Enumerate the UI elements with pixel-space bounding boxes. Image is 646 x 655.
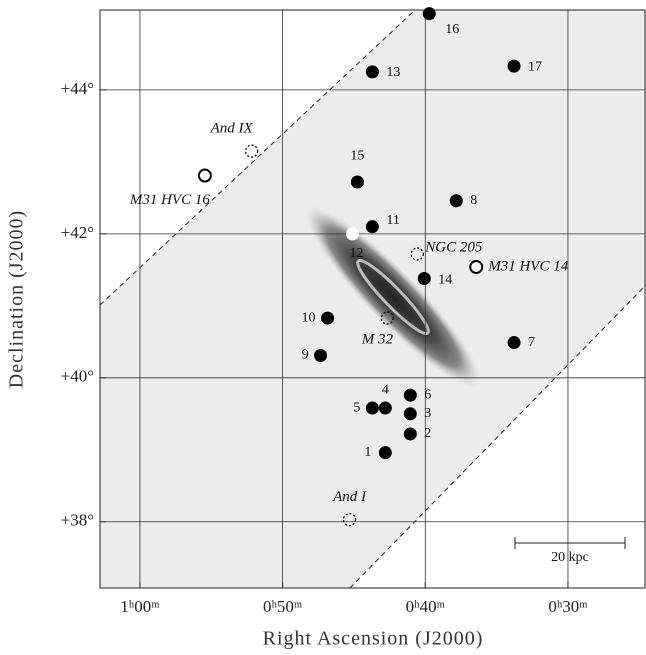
- point-label: 8: [470, 193, 477, 208]
- point: [366, 221, 378, 233]
- x-axis-title: Right Ascension (J2000): [263, 628, 484, 650]
- point-label: And I: [332, 489, 367, 505]
- y-tick-label: +40°: [61, 367, 94, 386]
- point: [199, 170, 211, 182]
- point: [404, 428, 416, 440]
- point: [246, 145, 258, 157]
- point: [470, 261, 482, 273]
- point-label: And IX: [210, 121, 254, 137]
- point-label: 4: [382, 382, 389, 397]
- y-tick-label: +42°: [61, 223, 94, 242]
- point-label: 3: [424, 406, 431, 421]
- point-label: M31 HVC 16: [129, 192, 210, 208]
- point-label: 12: [350, 246, 364, 261]
- chart: 20 kpc Right Ascension (J2000) Declinati…: [0, 0, 646, 655]
- point: [379, 402, 391, 414]
- x-tick-label: 0ʰ30ᵐ: [548, 597, 587, 616]
- x-tick-label: 0ʰ50ᵐ: [263, 597, 302, 616]
- point: [366, 66, 378, 78]
- point: [347, 228, 359, 240]
- point: [404, 389, 416, 401]
- point-label: 5: [353, 400, 360, 415]
- point: [450, 195, 462, 207]
- point-label: 11: [386, 213, 399, 228]
- point-label: M 32: [361, 332, 394, 348]
- point: [315, 350, 327, 362]
- point-label: 17: [528, 59, 542, 74]
- y-axis-title: Declination (J2000): [6, 210, 28, 388]
- point-label: 16: [445, 22, 459, 37]
- point-label: 14: [438, 273, 452, 288]
- point: [379, 447, 391, 459]
- point-label: 1: [364, 445, 371, 460]
- y-tick-label: +38°: [61, 511, 94, 530]
- point-label: 6: [424, 387, 431, 402]
- point: [508, 337, 520, 349]
- point: [423, 8, 435, 20]
- point: [366, 402, 378, 414]
- point-label: 13: [386, 65, 400, 80]
- point-label: 7: [528, 335, 535, 350]
- point: [508, 60, 520, 72]
- scale-bar-label: 20 kpc: [551, 550, 589, 565]
- point: [322, 312, 334, 324]
- point: [418, 272, 430, 284]
- point: [404, 408, 416, 420]
- y-tick-label: +44°: [61, 79, 94, 98]
- point-label: NGC 205: [424, 239, 483, 255]
- point-label: 9: [302, 348, 309, 363]
- point-label: 2: [424, 426, 431, 441]
- point-label: 10: [302, 310, 316, 325]
- point: [351, 176, 363, 188]
- point-label: 15: [350, 148, 364, 163]
- x-tick-label: 1ʰ00ᵐ: [120, 597, 159, 616]
- x-tick-label: 0ʰ40ᵐ: [406, 597, 445, 616]
- point-label: M31 HVC 14: [487, 258, 568, 274]
